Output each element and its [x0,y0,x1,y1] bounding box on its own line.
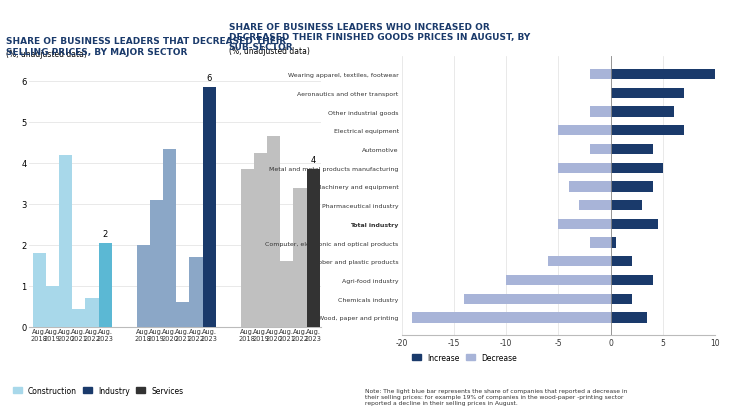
Bar [267,137,280,327]
Bar [72,309,85,327]
Legend: Increase, Decrease: Increase, Decrease [409,350,520,365]
Bar [558,126,611,136]
Bar [569,182,611,192]
Bar [590,144,611,155]
Bar [611,200,642,211]
Text: (%, unadjusted data): (%, unadjusted data) [6,50,87,58]
Bar [611,256,631,267]
Bar [59,155,72,327]
Bar [254,153,267,327]
Bar [176,303,189,327]
Bar [590,70,611,80]
Bar [203,88,216,327]
Bar [506,275,611,285]
Bar [46,286,59,327]
Text: SHARE OF BUSINESS LEADERS WHO INCREASED OR
DECREASED THEIR FINISHED GOODS PRICES: SHARE OF BUSINESS LEADERS WHO INCREASED … [229,22,530,52]
Bar [163,149,176,327]
Bar [85,299,99,327]
Bar [611,126,684,136]
Bar [611,70,715,80]
Text: 6: 6 [207,74,212,83]
Bar [611,144,653,155]
Text: (%, unadjusted data): (%, unadjusted data) [229,47,310,56]
Bar [611,182,653,192]
Bar [611,219,658,229]
Bar [412,312,611,323]
Bar [590,238,611,248]
Bar [280,262,293,327]
Text: 2: 2 [102,229,108,238]
Bar [590,107,611,117]
Text: 4: 4 [311,156,316,165]
Bar [189,258,203,327]
Bar [611,163,663,173]
Text: Note: The light blue bar represents the share of companies that reported a decre: Note: The light blue bar represents the … [365,389,627,405]
Bar [558,219,611,229]
Bar [611,89,684,99]
Bar [611,238,616,248]
Bar [307,170,320,327]
Bar [33,254,46,327]
Bar [150,200,163,327]
Bar [611,107,674,117]
Bar [293,188,307,327]
Bar [611,275,653,285]
Bar [99,243,112,327]
Bar [558,163,611,173]
Bar [137,245,150,327]
Bar [611,294,631,304]
Bar [548,256,611,267]
Bar [241,170,254,327]
Bar [580,200,611,211]
Text: SHARE OF BUSINESS LEADERS THAT DECREASED THEIR
SELLING PRICES, BY MAJOR SECTOR: SHARE OF BUSINESS LEADERS THAT DECREASED… [6,37,286,56]
Legend: Construction, Industry, Services: Construction, Industry, Services [9,383,187,398]
Bar [464,294,611,304]
Bar [611,312,648,323]
